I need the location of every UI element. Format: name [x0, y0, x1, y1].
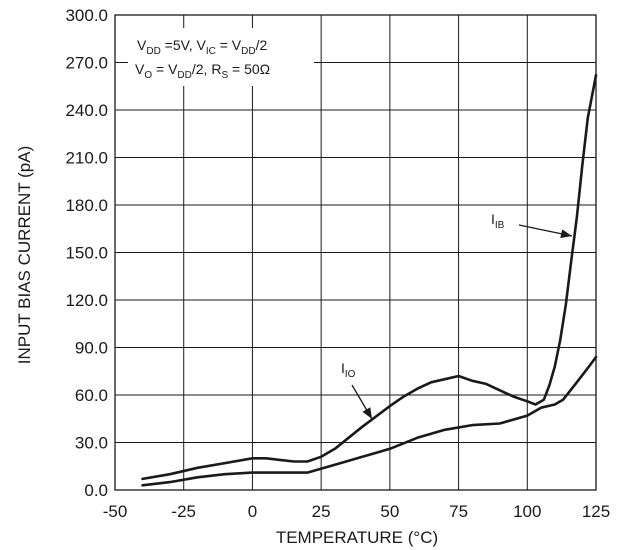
- series-line-iio: [141, 355, 598, 487]
- y-tick-label: 210.0: [65, 149, 108, 168]
- y-tick-label: 0.0: [84, 481, 108, 500]
- plot-border: [114, 14, 597, 491]
- y-tick-label: 30.0: [75, 434, 108, 453]
- series-label-iio: IIO: [341, 360, 356, 380]
- y-axis-title: INPUT BIAS CURRENT (pA): [15, 146, 34, 365]
- conditions-line-2: VO = VDD/2, RS = 50Ω: [135, 61, 270, 81]
- x-tick-label: -50: [103, 502, 128, 521]
- y-tick-label: 60.0: [75, 386, 108, 405]
- x-tick-label: 100: [513, 502, 541, 521]
- svg-text:IIB: IIB: [491, 211, 505, 231]
- plot-frame: [114, 14, 597, 491]
- series-lines: [141, 73, 598, 487]
- x-tick-label: 125: [582, 502, 610, 521]
- y-tick-label: 240.0: [65, 101, 108, 120]
- x-tick-labels: -50 -25 0 25 50 75 100 125: [103, 502, 610, 521]
- y-tick-label: 90.0: [75, 339, 108, 358]
- grid-lines: [115, 15, 596, 490]
- y-tick-label: 300.0: [65, 6, 108, 25]
- x-axis-title: TEMPERATURE (°C): [276, 528, 438, 547]
- y-tick-label: 180.0: [65, 196, 108, 215]
- y-tick-label: 150.0: [65, 244, 108, 263]
- conditions-box: [128, 28, 314, 86]
- x-tick-label: 0: [248, 502, 257, 521]
- arrow-iib-head: [560, 229, 572, 239]
- svg-text:IIO: IIO: [341, 360, 356, 380]
- series-label-iib: IIB: [491, 211, 505, 231]
- y-tick-label: 120.0: [65, 291, 108, 310]
- arrow-iio-head: [362, 407, 372, 419]
- series-labels: [351, 224, 573, 420]
- x-tick-label: 25: [312, 502, 331, 521]
- series-line-iib: [141, 73, 598, 481]
- x-tick-label: 50: [380, 502, 399, 521]
- x-tick-label: -25: [171, 502, 196, 521]
- x-tick-label: 75: [449, 502, 468, 521]
- y-tick-label: 270.0: [65, 54, 108, 73]
- conditions-line-1: VDD =5V, VIC = VDD/2: [137, 37, 267, 57]
- y-tick-labels: 0.0 30.0 60.0 90.0 120.0 150.0 180.0 210.0 240.0…: [65, 6, 108, 500]
